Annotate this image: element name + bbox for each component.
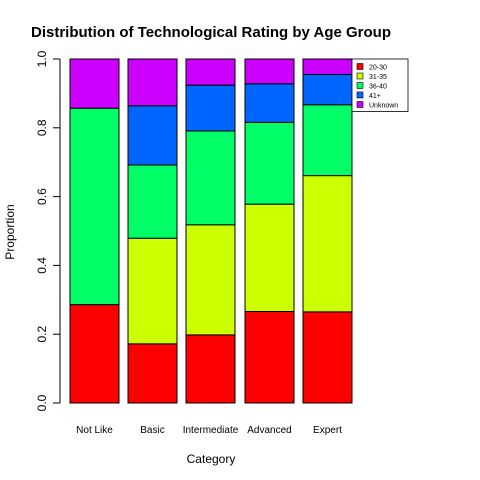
legend-label: Unknown — [369, 103, 398, 110]
y-tick-label: 1.0 — [35, 50, 49, 67]
x-category-label: Not Like — [76, 425, 113, 436]
x-category-label: Intermediate — [183, 425, 239, 436]
bar-segment — [127, 164, 178, 239]
y-tick-label: 0.0 — [35, 394, 49, 411]
bar-segment — [244, 121, 295, 205]
legend: 20-30 31-35 36-40 41+ Unknown — [351, 58, 409, 112]
bar-segment — [244, 83, 295, 123]
bar-segment — [185, 58, 236, 86]
bar-segment — [127, 343, 178, 404]
bar-segment — [302, 175, 353, 313]
bar-segment — [127, 105, 178, 166]
bar-segment — [69, 58, 120, 109]
bar-segment — [127, 58, 178, 107]
y-tick-label: 0.4 — [35, 257, 49, 274]
bar-segment — [69, 107, 120, 306]
bar-stack — [69, 58, 120, 404]
bar-stack — [185, 58, 236, 404]
legend-label: 36-40 — [369, 84, 387, 91]
bar-segment — [185, 130, 236, 226]
bar-segment — [302, 58, 353, 75]
bar-stack — [302, 58, 353, 404]
bar-stack — [127, 58, 178, 404]
bar-segment — [244, 58, 295, 85]
legend-label: 20-30 — [369, 65, 387, 72]
legend-swatch — [356, 72, 364, 80]
y-tick-label: 0.2 — [35, 326, 49, 343]
legend-swatch — [356, 91, 364, 99]
chart-title: Distribution of Technological Rating by … — [31, 24, 391, 41]
legend-swatch — [356, 101, 364, 108]
legend-swatch — [356, 63, 364, 70]
bar-segment — [244, 310, 295, 404]
y-axis: 0.0 0.2 0.4 0.6 0.8 1.0 — [35, 50, 61, 411]
legend-swatch — [356, 82, 364, 89]
x-category-label: Basic — [140, 425, 164, 436]
bar-segment — [185, 84, 236, 132]
bar-stack — [244, 58, 295, 404]
y-tick-label: 0.8 — [35, 119, 49, 136]
bar-segment — [302, 311, 353, 404]
x-category-label: Expert — [313, 425, 342, 436]
bar-segment — [185, 224, 236, 336]
legend-label: 31-35 — [369, 74, 387, 81]
y-axis-label: Proportion — [3, 204, 17, 259]
x-axis-categories: Not Like Basic Intermediate Advanced Expert — [76, 425, 342, 436]
bar-segment — [127, 237, 178, 345]
bar-segment — [302, 73, 353, 106]
x-axis-label: Category — [187, 452, 236, 466]
bar-segment — [244, 203, 295, 312]
legend-label: 41+ — [369, 93, 381, 100]
bar-segment — [185, 334, 236, 404]
bar-segment — [302, 104, 353, 177]
bars-layer — [69, 58, 353, 404]
x-category-label: Advanced — [247, 425, 291, 436]
bar-segment — [69, 304, 120, 404]
y-tick-label: 0.6 — [35, 188, 49, 205]
